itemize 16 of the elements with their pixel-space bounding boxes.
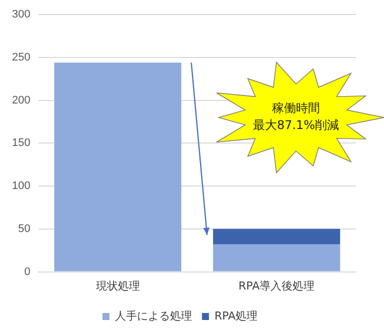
y-tick-label: 250 <box>12 52 30 64</box>
x-tick-label: RPA導入後処理 <box>238 279 315 292</box>
y-tick-label: 300 <box>12 8 30 21</box>
bar <box>54 62 182 272</box>
legend-label: RPA処理 <box>214 309 258 322</box>
y-tick-label: 0 <box>24 266 30 278</box>
x-tick-label: 現状処理 <box>96 279 140 292</box>
y-tick-label: 200 <box>12 94 30 106</box>
y-tick-label: 50 <box>18 222 30 235</box>
y-tick-label: 100 <box>12 180 30 192</box>
legend-label: 人手による処理 <box>114 309 192 322</box>
bar <box>213 244 340 272</box>
annotation: 最大87.1%削減 <box>252 117 340 134</box>
annotation: 稼働時間 <box>271 100 321 118</box>
y-tick-label: 150 <box>12 137 30 150</box>
bar <box>213 228 340 244</box>
